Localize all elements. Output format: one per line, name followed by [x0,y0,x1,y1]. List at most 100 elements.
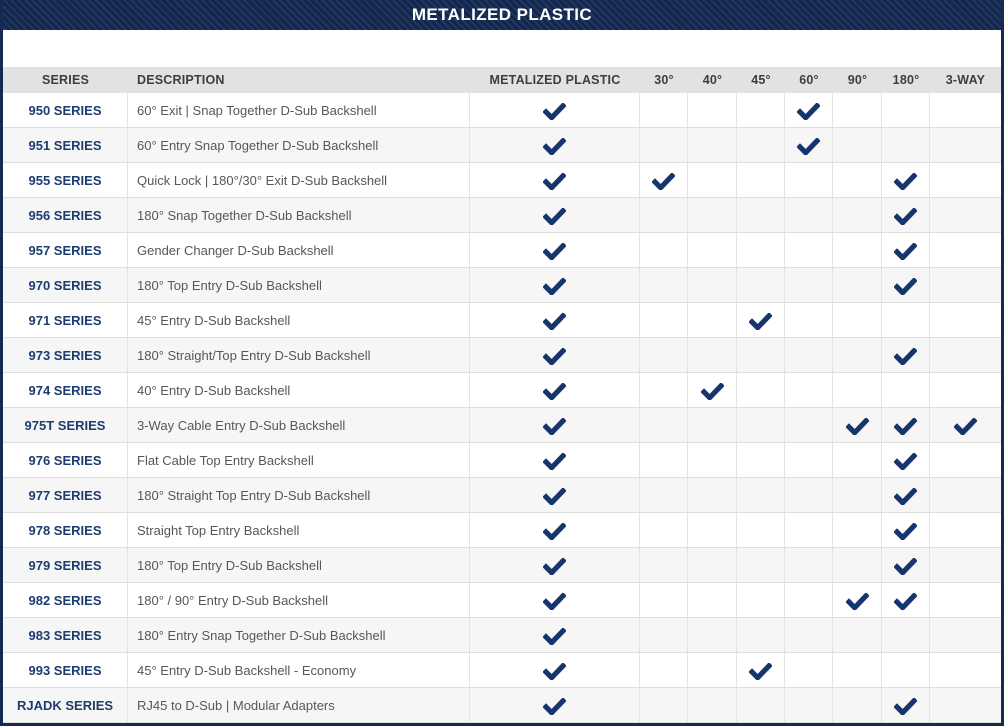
check-cell-metalized-plastic [470,688,640,722]
series-table: SERIES DESCRIPTION METALIZED PLASTIC 30° 40°… [3,67,1001,723]
check-icon [845,417,869,435]
check-icon [543,102,566,120]
check-cell-180 [882,478,930,512]
column-header-180: 180° [892,73,920,87]
series-link[interactable]: 973 SERIES [28,347,102,363]
check-cell-60 [785,408,833,442]
series-link[interactable]: 971 SERIES [28,312,102,328]
check-cell-40 [688,198,737,232]
series-link[interactable]: 951 SERIES [28,137,102,153]
series-link[interactable]: 977 SERIES [28,487,102,503]
series-link[interactable]: 956 SERIES [28,207,102,223]
column-header-90: 90° [847,73,868,87]
series-link[interactable]: RJADK SERIES [16,697,114,713]
check-cell-60 [785,618,833,652]
series-link[interactable]: 950 SERIES [28,102,102,118]
series-link[interactable]: 975T SERIES [24,417,106,433]
check-cell-30 [640,688,688,722]
check-cell-40 [688,443,737,477]
description-cell: 60° Exit | Snap Together D-Sub Backshell [128,93,470,127]
column-header-45: 45° [751,73,771,87]
check-cell-45 [737,163,785,197]
check-cell-45 [737,128,785,162]
check-cell-metalized-plastic [470,303,640,337]
check-cell-45 [737,478,785,512]
check-cell-180 [882,688,930,722]
check-cell-3-way [930,128,1001,162]
series-link[interactable]: 976 SERIES [28,452,102,468]
description-cell: 180° Straight Top Entry D-Sub Backshell [128,478,470,512]
check-cell-metalized-plastic [470,93,640,127]
check-icon [954,417,977,435]
check-cell-180 [882,93,930,127]
check-cell-45 [737,408,785,442]
series-link[interactable]: 957 SERIES [28,242,102,258]
table-row: 956 SERIES 180° Snap Together D-Sub Backs… [3,198,1001,233]
check-icon [543,347,566,365]
series-cell: 970 SERIES [3,268,128,302]
series-link[interactable]: 978 SERIES [28,522,102,538]
check-cell-90 [833,618,882,652]
check-cell-metalized-plastic [470,548,640,582]
check-icon [543,382,566,400]
check-icon [543,207,566,225]
check-cell-3-way [930,548,1001,582]
check-cell-40 [688,233,737,267]
check-cell-90 [833,548,882,582]
check-cell-metalized-plastic [470,618,640,652]
check-cell-metalized-plastic [470,653,640,687]
check-cell-45 [737,653,785,687]
check-cell-60 [785,268,833,302]
check-cell-30 [640,373,688,407]
check-icon [749,312,772,330]
check-icon [894,347,917,365]
check-cell-30 [640,583,688,617]
check-icon [797,137,820,155]
check-icon [543,522,566,540]
check-cell-30 [640,303,688,337]
check-icon [894,242,917,260]
series-link[interactable]: 979 SERIES [28,557,102,573]
table-row: RJADK SERIES RJ45 to D-Sub | Modular Adap… [3,688,1001,723]
check-cell-3-way [930,688,1001,722]
check-cell-3-way [930,618,1001,652]
check-cell-30 [640,163,688,197]
table-row: 971 SERIES 45° Entry D-Sub Backshell [3,303,1001,338]
series-link[interactable]: 970 SERIES [28,277,102,293]
check-cell-metalized-plastic [470,408,640,442]
check-icon [749,662,772,680]
check-cell-45 [737,513,785,547]
series-cell: 974 SERIES [3,373,128,407]
check-cell-60 [785,338,833,372]
column-header-60: 60° [799,73,819,87]
check-cell-90 [833,688,882,722]
check-cell-30 [640,128,688,162]
check-cell-45 [737,93,785,127]
check-cell-90 [833,513,882,547]
series-cell: 993 SERIES [3,653,128,687]
series-cell: 951 SERIES [3,128,128,162]
column-header-series: SERIES [41,73,90,87]
check-cell-180 [882,303,930,337]
check-cell-60 [785,373,833,407]
check-cell-45 [737,548,785,582]
check-cell-90 [833,93,882,127]
series-link[interactable]: 974 SERIES [28,382,102,398]
table-body: 950 SERIES 60° Exit | Snap Together D-Sub… [3,93,1001,723]
check-cell-60 [785,163,833,197]
check-icon [543,557,566,575]
check-cell-40 [688,373,737,407]
check-icon [543,697,566,715]
check-cell-180 [882,618,930,652]
series-link[interactable]: 982 SERIES [28,592,102,608]
check-cell-3-way [930,653,1001,687]
check-cell-30 [640,338,688,372]
check-cell-45 [737,268,785,302]
series-link[interactable]: 983 SERIES [28,627,102,643]
series-link[interactable]: 955 SERIES [28,172,102,188]
check-icon [797,102,820,120]
check-cell-3-way [930,583,1001,617]
series-link[interactable]: 993 SERIES [28,662,102,678]
check-cell-90 [833,478,882,512]
table-row: 974 SERIES 40° Entry D-Sub Backshell [3,373,1001,408]
